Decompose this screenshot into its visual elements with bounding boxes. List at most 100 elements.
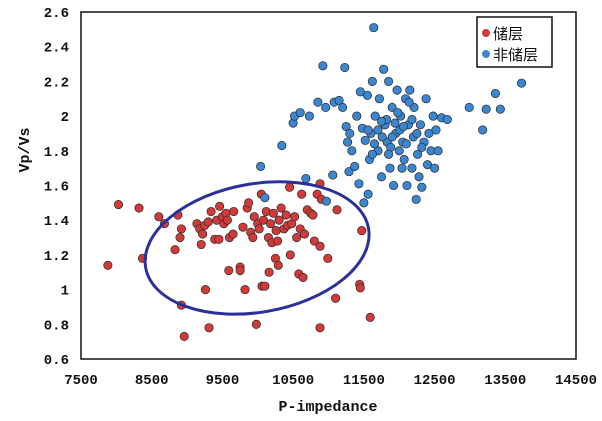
point-reservoir <box>198 229 208 239</box>
y-axis-label: Vp/Vs <box>17 127 34 172</box>
point-reservoir <box>228 229 238 239</box>
point-reservoir <box>175 233 185 243</box>
point-reservoir <box>204 323 214 333</box>
point-reservoir <box>290 212 300 222</box>
point-non-reservoir <box>390 118 400 128</box>
point-reservoir <box>308 210 318 220</box>
y-tick-label: 1.6 <box>44 180 69 196</box>
point-non-reservoir <box>417 142 427 152</box>
highlight-ellipse <box>143 180 371 316</box>
point-non-reservoir <box>495 104 505 114</box>
point-non-reservoir <box>516 78 527 88</box>
point-non-reservoir <box>363 189 373 199</box>
point-reservoir <box>273 236 283 246</box>
x-tick-label: 9500 <box>206 373 240 389</box>
point-non-reservoir <box>321 102 331 112</box>
point-non-reservoir <box>367 76 377 86</box>
point-non-reservoir <box>407 115 417 125</box>
point-non-reservoir <box>384 76 394 86</box>
point-reservoir <box>176 224 186 234</box>
x-tick-label: 11500 <box>343 373 385 389</box>
point-reservoir <box>251 319 261 329</box>
point-non-reservoir <box>295 108 305 118</box>
point-non-reservoir <box>318 61 328 71</box>
point-non-reservoir <box>384 149 394 159</box>
point-non-reservoir <box>428 111 438 121</box>
point-non-reservoir <box>433 146 443 156</box>
point-non-reservoir <box>405 85 415 95</box>
point-non-reservoir <box>392 85 402 95</box>
point-reservoir <box>315 241 325 251</box>
point-non-reservoir <box>385 163 395 173</box>
point-reservoir <box>254 224 264 234</box>
point-non-reservoir <box>490 88 500 99</box>
point-reservoir <box>214 234 224 244</box>
point-non-reservoir <box>367 149 377 159</box>
legend-label-non-reservoir: 非储层 <box>493 46 538 64</box>
point-non-reservoir <box>421 94 431 104</box>
point-non-reservoir <box>374 94 384 104</box>
point-reservoir <box>200 285 211 295</box>
point-non-reservoir <box>343 137 353 147</box>
point-non-reservoir <box>347 146 357 156</box>
point-non-reservoir <box>301 174 311 184</box>
legend-box <box>476 16 553 68</box>
point-non-reservoir <box>354 179 364 189</box>
point-reservoir <box>274 215 284 225</box>
point-non-reservoir <box>417 182 427 192</box>
point-reservoir <box>244 198 254 208</box>
point-reservoir <box>298 272 308 283</box>
point-non-reservoir <box>362 90 372 100</box>
x-tick-label: 8500 <box>135 373 169 389</box>
point-non-reservoir <box>369 139 380 149</box>
y-tick-label: 1.2 <box>44 249 69 265</box>
point-non-reservoir <box>387 132 397 142</box>
point-reservoir <box>285 250 295 260</box>
point-reservoir <box>309 236 319 246</box>
point-non-reservoir <box>404 97 414 107</box>
point-reservoir <box>113 200 124 210</box>
point-non-reservoir <box>350 161 360 171</box>
point-non-reservoir <box>414 172 424 182</box>
point-reservoir <box>215 201 225 211</box>
point-non-reservoir <box>340 62 350 73</box>
point-non-reservoir <box>430 163 440 173</box>
x-tick-label: 7500 <box>64 373 98 389</box>
point-reservoir <box>170 245 180 255</box>
point-reservoir <box>271 226 281 236</box>
point-reservoir <box>264 267 274 277</box>
point-non-reservoir <box>389 180 399 191</box>
point-non-reservoir <box>394 146 404 156</box>
point-reservoir <box>235 265 245 276</box>
point-non-reservoir <box>413 149 423 159</box>
y-tick-label: 2 <box>61 110 69 126</box>
point-non-reservoir <box>411 194 421 204</box>
point-non-reservoir <box>359 198 369 208</box>
x-tick-label: 13500 <box>484 373 526 389</box>
point-non-reservoir <box>379 64 389 74</box>
point-reservoir <box>268 208 278 218</box>
point-reservoir <box>248 233 258 243</box>
point-non-reservoir <box>260 193 270 203</box>
plot-area <box>80 11 577 360</box>
x-tick-label: 14500 <box>555 373 597 389</box>
point-non-reservoir <box>369 23 379 33</box>
point-reservoir <box>154 212 164 222</box>
point-non-reservoir <box>442 115 452 125</box>
legend: 储层 非储层 <box>476 16 553 68</box>
point-non-reservoir <box>338 102 348 112</box>
point-non-reservoir <box>393 108 403 118</box>
point-reservoir <box>297 189 307 199</box>
point-non-reservoir <box>352 111 362 121</box>
point-reservoir <box>179 331 189 341</box>
y-tick-label: 2.2 <box>44 75 69 91</box>
point-non-reservoir <box>328 170 338 180</box>
y-tick-label: 0.8 <box>44 318 69 334</box>
point-non-reservoir <box>370 111 380 121</box>
point-reservoir <box>222 215 232 225</box>
point-reservoir <box>206 206 216 217</box>
x-tick-label: 12500 <box>414 373 456 389</box>
point-non-reservoir <box>398 121 409 132</box>
point-non-reservoir <box>277 141 287 151</box>
